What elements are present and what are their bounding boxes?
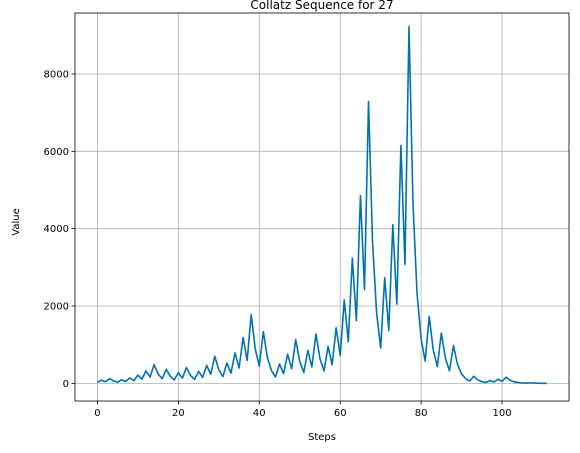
x-tick-label: 20	[172, 408, 185, 419]
y-tick-label: 2000	[44, 302, 69, 313]
x-tick-label: 0	[94, 408, 100, 419]
y-axis-label: Value	[11, 208, 22, 235]
y-tick-label: 4000	[44, 224, 69, 235]
y-tick-label: 8000	[44, 69, 69, 80]
x-tick-label: 40	[253, 408, 266, 419]
y-axis: 0 2000 4000 6000 8000	[44, 69, 75, 390]
x-axis-label: Steps	[308, 432, 336, 443]
y-tick-label: 6000	[44, 147, 69, 158]
y-tick-label: 0	[63, 379, 69, 390]
x-tick-label: 100	[492, 408, 511, 419]
grid-lines	[75, 13, 569, 401]
x-tick-label: 60	[334, 408, 347, 419]
x-tick-label: 80	[415, 408, 428, 419]
x-axis: 0 20 40 60 80 100	[94, 401, 512, 419]
series-line-collatz	[97, 25, 547, 385]
chart-title: Collatz Sequence for 27	[250, 0, 393, 12]
plot-area-frame	[74, 12, 570, 402]
